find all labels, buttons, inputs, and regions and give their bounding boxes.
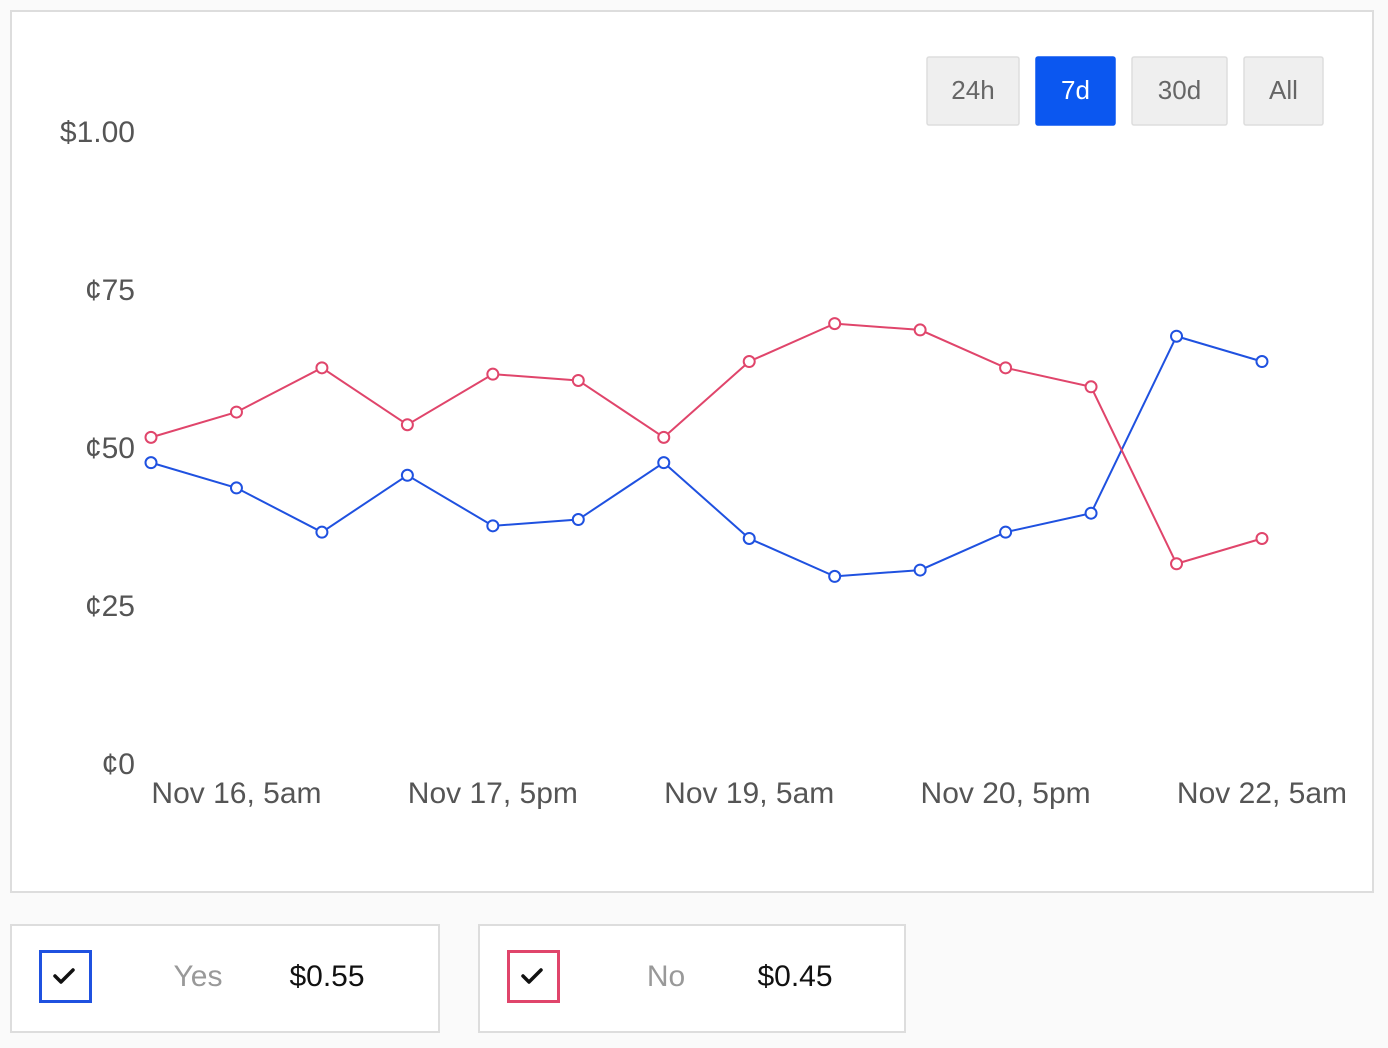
data-point — [400, 468, 414, 482]
data-point — [315, 361, 329, 375]
legend-price: $0.45 — [757, 960, 832, 993]
y-tick-label: ¢75 — [85, 274, 135, 307]
range-button[interactable] — [1131, 56, 1228, 126]
data-point — [657, 456, 671, 470]
data-point — [657, 430, 671, 444]
data-point — [1084, 380, 1098, 394]
y-tick-label: ¢0 — [102, 748, 135, 781]
range-button[interactable] — [926, 56, 1020, 126]
range-button[interactable] — [1035, 56, 1116, 126]
x-tick-label: Nov 16, 5am — [151, 777, 321, 810]
data-point — [229, 405, 243, 419]
data-point — [1084, 506, 1098, 520]
data-point — [400, 418, 414, 432]
data-point — [486, 367, 500, 381]
legend-name: Yes — [174, 960, 223, 993]
range-button[interactable] — [1243, 56, 1324, 126]
x-tick-label: Nov 22, 5am — [1177, 777, 1347, 810]
data-point — [913, 323, 927, 337]
legend-name: No — [647, 960, 685, 993]
chart-card — [10, 10, 1374, 893]
data-point — [1255, 531, 1269, 545]
data-point — [229, 481, 243, 495]
data-point — [144, 456, 158, 470]
y-tick-label: $1.00 — [60, 116, 135, 149]
x-tick-label: Nov 19, 5am — [664, 777, 834, 810]
x-tick-label: Nov 20, 5pm — [921, 777, 1091, 810]
data-point — [1170, 329, 1184, 343]
data-point — [999, 361, 1013, 375]
legend-price: $0.55 — [289, 960, 364, 993]
series-line — [150, 322, 1263, 565]
data-point — [1255, 355, 1269, 369]
checkmark — [53, 968, 75, 984]
series-line — [150, 335, 1263, 578]
data-point — [571, 513, 585, 527]
checkmark — [521, 968, 543, 984]
data-point — [1170, 557, 1184, 571]
data-point — [742, 531, 756, 545]
y-tick-label: ¢50 — [85, 432, 135, 465]
range-button-label[interactable]: 30d — [1158, 75, 1201, 105]
data-point — [828, 317, 842, 331]
data-point — [913, 563, 927, 577]
data-point — [742, 355, 756, 369]
range-button-label[interactable]: All — [1269, 75, 1298, 105]
y-tick-label: ¢25 — [85, 590, 135, 623]
data-point — [486, 519, 500, 533]
data-point — [315, 525, 329, 539]
data-point — [999, 525, 1013, 539]
range-button-label[interactable]: 24h — [951, 75, 994, 105]
x-tick-label: Nov 17, 5pm — [408, 777, 578, 810]
data-point — [571, 373, 585, 387]
data-point — [828, 569, 842, 583]
range-button-label[interactable]: 7d — [1061, 75, 1090, 105]
data-point — [144, 430, 158, 444]
